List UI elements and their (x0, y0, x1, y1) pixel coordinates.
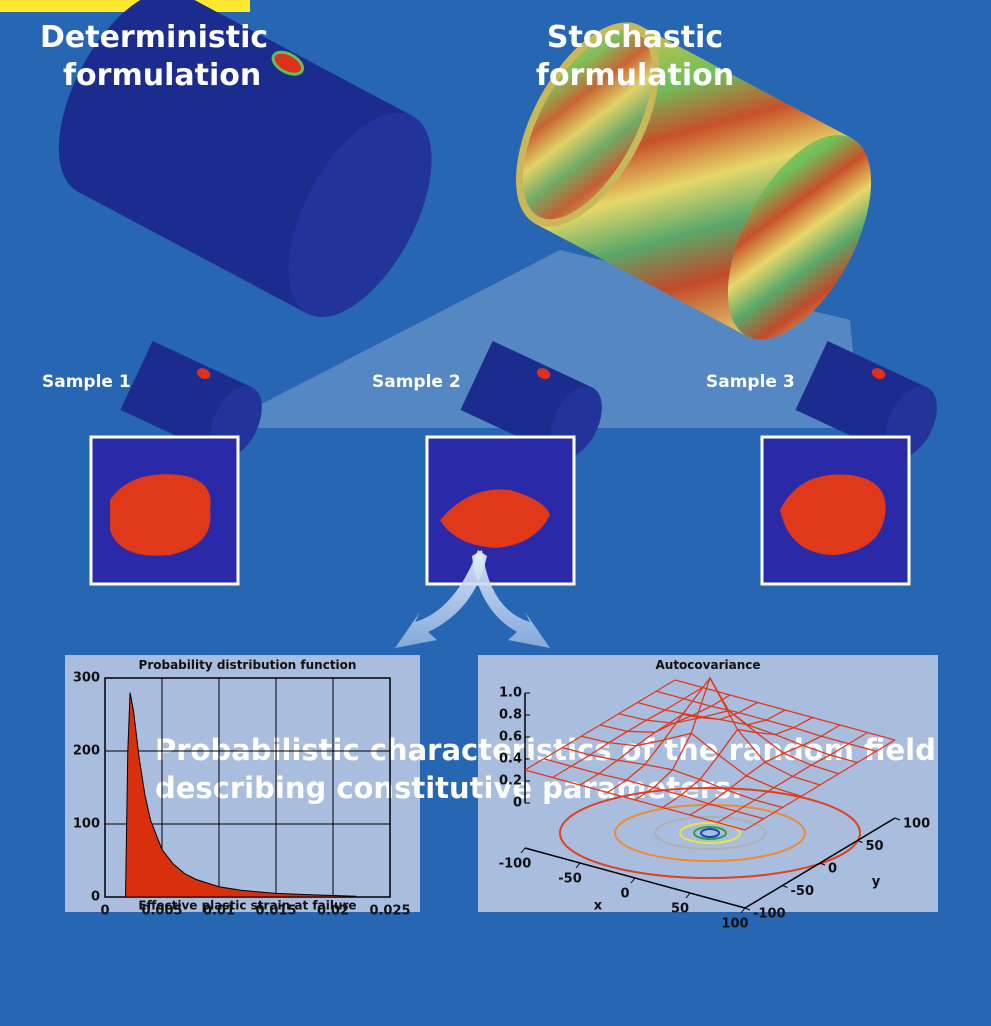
z-tick-label: 1.0 (499, 686, 522, 701)
chart-title: Probability distribution function (139, 658, 357, 672)
sample-label: Sample 3 (706, 372, 795, 392)
page: Deterministic formulation Stochastic for… (0, 0, 991, 1026)
z-tick-label: 0.6 (499, 730, 522, 745)
sample-label: Sample 2 (372, 372, 461, 392)
y-axis-label: y (872, 875, 881, 890)
x-tick-label: -100 (499, 857, 532, 872)
y-tick-label: -50 (791, 884, 815, 899)
x-tick-label: 50 (671, 902, 689, 917)
x-tick-label: 100 (721, 917, 748, 932)
y-tick-label: 50 (866, 839, 884, 854)
chart-title: Autocovariance (655, 658, 760, 672)
sample-insets (91, 437, 909, 584)
x-tick-label: 0.025 (369, 904, 410, 919)
heading: formulation (63, 58, 261, 93)
x-axis-label: x (594, 899, 603, 914)
x-tick-label: 0 (100, 904, 109, 919)
heading: Stochastic (547, 20, 723, 55)
y-tick-label: 0 (91, 890, 100, 905)
heading: Deterministic (40, 20, 268, 55)
sample-label: Sample 1 (42, 372, 131, 392)
y-tick-label: 100 (73, 817, 100, 832)
x-tick-label: 0 (620, 887, 629, 902)
y-tick-label: 300 (73, 671, 100, 686)
z-tick-label: 0 (513, 796, 522, 811)
y-tick-label: 0 (828, 862, 837, 877)
y-tick-label: -100 (753, 907, 786, 922)
heading: formulation (536, 58, 734, 93)
y-tick-label: 200 (73, 744, 100, 759)
y-tick-label: 100 (903, 817, 930, 832)
x-axis-label: Effective plastic strain at failure (138, 899, 356, 913)
x-tick-label: -50 (558, 872, 582, 887)
z-tick-label: 0.4 (499, 752, 522, 767)
z-tick-label: 0.2 (499, 774, 522, 789)
z-tick-label: 0.8 (499, 708, 522, 723)
